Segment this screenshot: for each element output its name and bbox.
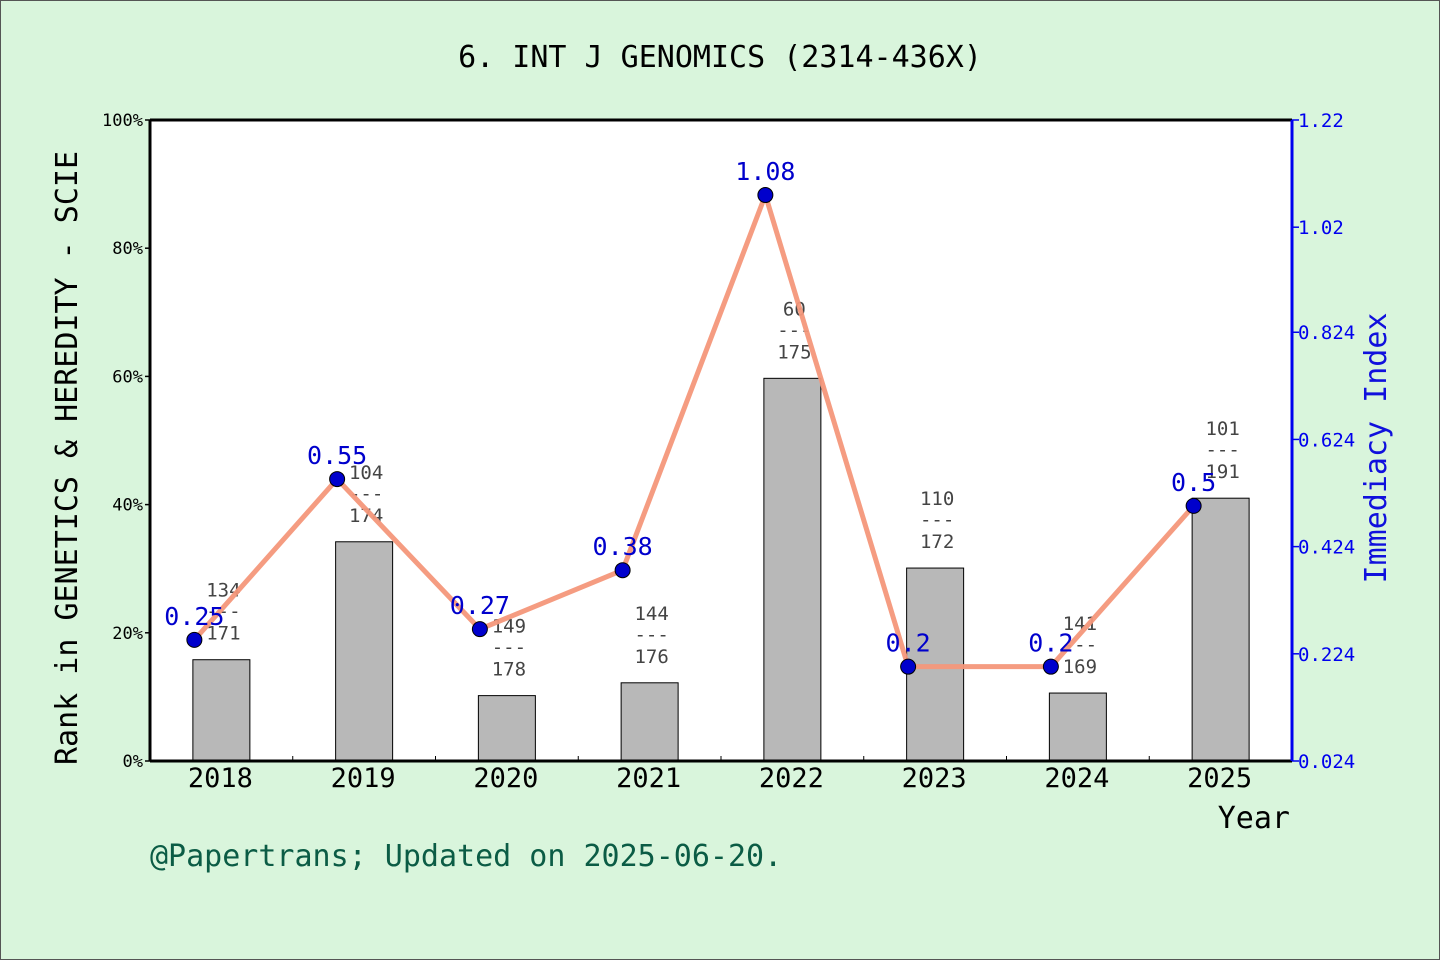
immediacy-point-2021 [614, 562, 631, 579]
bar-2020 [477, 695, 536, 762]
y2-tick-label: 1.22 [1298, 110, 1344, 132]
y2-tick-label: 1.02 [1298, 217, 1344, 239]
footer-credit: @Papertrans; Updated on 2025-06-20. [150, 839, 782, 874]
immediacy-label-2020: 0.27 [450, 591, 510, 620]
x-tick-label-2023: 2023 [902, 763, 967, 794]
bar-2018 [192, 659, 251, 762]
x-tick-label-2025: 2025 [1187, 763, 1252, 794]
rank-separator-2025: --- [1205, 439, 1239, 461]
x-tick-label-2024: 2024 [1044, 763, 1109, 794]
rank-label-2023: 110 [920, 488, 954, 510]
y-tick-label: 100% [102, 111, 143, 131]
immediacy-label-2024: 0.2 [1028, 629, 1073, 658]
rank-total-2025: 191 [1205, 461, 1239, 483]
y-axis-label: Rank in GENETICS & HEREDITY - SCIE [50, 151, 85, 765]
rank-total-2021: 176 [634, 646, 668, 668]
bar-2024 [1048, 692, 1107, 762]
y2-tick-label: 0.024 [1298, 751, 1355, 773]
immediacy-point-2019 [329, 471, 346, 488]
rank-label-2021: 144 [634, 603, 668, 625]
x-axis-label: Year [1218, 801, 1290, 836]
rank-total-2018: 171 [206, 623, 240, 645]
immediacy-label-2019: 0.55 [307, 441, 367, 470]
immediacy-label-2018: 0.25 [164, 602, 224, 631]
y2-axis-label: Immediacy Index [1359, 313, 1394, 584]
y2-tick-label: 0.824 [1298, 322, 1355, 344]
rank-total-2024: 169 [1063, 656, 1097, 678]
rank-separator-2024: --- [1063, 634, 1097, 656]
y-tick-label: 0% [123, 752, 143, 772]
y-tick-label: 60% [112, 367, 143, 387]
immediacy-label-2025: 0.5 [1171, 468, 1216, 497]
y2-tick-label: 0.224 [1298, 644, 1355, 666]
bar-2021 [620, 682, 679, 762]
plot-area: 134---171104---174149---178144---17660--… [102, 110, 1355, 794]
immediacy-label-2023: 0.2 [886, 629, 931, 658]
x-tick-label-2022: 2022 [759, 763, 824, 794]
immediacy-point-2024 [1042, 658, 1059, 675]
immediacy-point-2025 [1185, 497, 1202, 514]
y2-tick-label: 0.424 [1298, 537, 1355, 559]
bar-2025 [1191, 497, 1250, 762]
rank-total-2023: 172 [920, 531, 954, 553]
rank-total-2020: 178 [492, 659, 526, 681]
y-tick-label: 80% [112, 239, 143, 259]
bar-2022 [763, 377, 822, 762]
rank-separator-2021: --- [634, 624, 668, 646]
x-tick-label-2018: 2018 [188, 763, 253, 794]
immediacy-point-2023 [900, 658, 917, 675]
immediacy-point-2020 [471, 621, 488, 638]
y-tick-label: 40% [112, 496, 143, 516]
immediacy-point-2018 [186, 631, 203, 648]
rank-label-2025: 101 [1205, 418, 1239, 440]
bar-2019 [335, 541, 394, 762]
y2-tick-label: 0.624 [1298, 429, 1355, 451]
rank-separator-2023: --- [920, 509, 954, 531]
immediacy-line [192, 192, 1196, 670]
immediacy-point-2022 [757, 187, 774, 204]
x-tick-label-2021: 2021 [616, 763, 681, 794]
rank-total-2022: 175 [777, 341, 811, 363]
x-tick-label-2020: 2020 [473, 763, 538, 794]
rank-separator-2020: --- [492, 637, 526, 659]
x-tick-label-2019: 2019 [331, 763, 396, 794]
rank-label-2019: 104 [349, 462, 383, 484]
rank-label-2024: 141 [1063, 613, 1097, 635]
chart-title: 6. INT J GENOMICS (2314-436X) [458, 40, 982, 75]
immediacy-label-2022: 1.08 [735, 157, 795, 186]
y-tick-label: 20% [112, 624, 143, 644]
immediacy-label-2021: 0.38 [593, 532, 653, 561]
